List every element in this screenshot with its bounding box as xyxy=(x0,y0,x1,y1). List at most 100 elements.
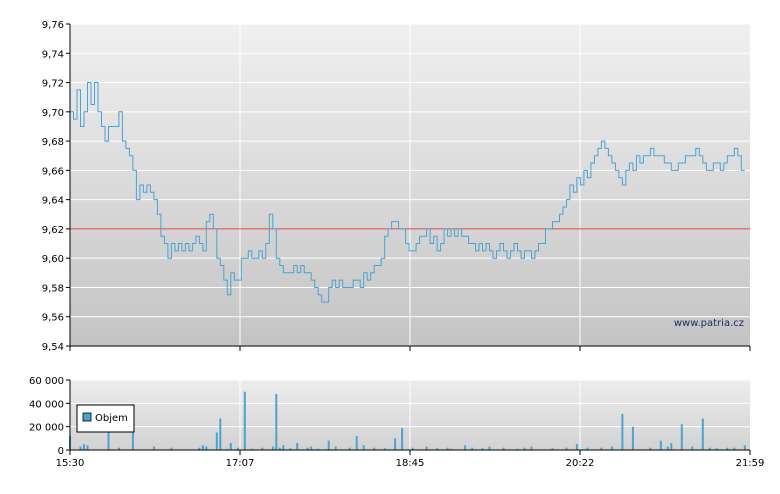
volume-bar xyxy=(275,394,278,450)
legend-swatch xyxy=(82,412,92,422)
volume-bar xyxy=(296,443,299,450)
price-y-tick-label: 9,72 xyxy=(42,79,64,90)
volume-y-tick-label: 60 000 xyxy=(29,376,64,387)
volume-bar xyxy=(201,445,204,450)
volume-bar xyxy=(680,424,683,450)
price-y-tick-label: 9,56 xyxy=(42,313,64,324)
volume-bar xyxy=(236,447,239,450)
volume-legend: Objem xyxy=(76,404,135,433)
volume-bar xyxy=(659,440,662,450)
price-y-tick-label: 9,58 xyxy=(42,283,64,294)
volume-bar xyxy=(516,448,519,450)
volume-bar xyxy=(621,413,624,450)
volume-bar xyxy=(726,447,729,450)
volume-bar xyxy=(348,447,351,450)
volume-bar xyxy=(83,444,85,450)
x-tick-label: 18:45 xyxy=(396,458,425,469)
legend-label: Objem xyxy=(95,413,128,424)
volume-bar xyxy=(261,447,264,450)
x-axis-labels: 15:30 17:07 18:45 20:22 21:59 xyxy=(56,450,765,469)
volume-bar xyxy=(464,445,467,450)
volume-bars xyxy=(69,391,746,451)
volume-bar xyxy=(586,447,589,450)
volume-y-tick-label: 0 xyxy=(58,446,64,457)
price-y-tick-label: 9,60 xyxy=(42,254,64,265)
volume-bar xyxy=(575,444,578,450)
volume-bar xyxy=(450,448,453,450)
volume-bar xyxy=(317,448,320,450)
price-line xyxy=(70,82,745,303)
volume-bar xyxy=(334,446,337,450)
volume-bar xyxy=(551,448,554,451)
volume-bar xyxy=(631,426,634,450)
volume-bar xyxy=(198,447,201,450)
volume-bar xyxy=(471,447,474,450)
volume-bar xyxy=(205,446,208,450)
volume-bar xyxy=(610,446,613,450)
volume-bar xyxy=(670,443,673,450)
price-x-ticks xyxy=(69,346,751,351)
volume-bar xyxy=(523,447,526,450)
volume-bar xyxy=(701,418,704,450)
volume-bar xyxy=(411,447,414,450)
volume-bar xyxy=(401,427,404,450)
x-tick-label: 17:07 xyxy=(226,458,255,469)
x-tick-label: 21:59 xyxy=(736,458,765,469)
volume-bar xyxy=(530,446,533,450)
volume-bar xyxy=(327,440,330,450)
volume-bar xyxy=(355,436,358,450)
volume-bar xyxy=(743,445,746,450)
volume-bar xyxy=(243,391,246,450)
volume-bar xyxy=(565,447,568,450)
price-y-tick-label: 9,70 xyxy=(42,108,64,119)
volume-bar xyxy=(733,447,736,450)
volume-y-tick-label: 20 000 xyxy=(29,423,64,434)
volume-bar xyxy=(107,432,110,450)
volume-bar xyxy=(289,448,292,451)
volume-bar xyxy=(215,432,218,450)
volume-bar xyxy=(170,447,173,450)
price-y-tick-label: 9,62 xyxy=(42,225,64,236)
volume-bar xyxy=(117,447,120,450)
volume-bar xyxy=(250,448,253,450)
volume-bar xyxy=(446,447,449,450)
volume-bar xyxy=(310,446,313,450)
volume-bar xyxy=(79,446,82,450)
volume-bar xyxy=(306,447,309,450)
volume-bar xyxy=(715,448,718,451)
volume-bar xyxy=(271,446,274,450)
volume-bar xyxy=(383,448,386,451)
volume-bar xyxy=(152,446,155,450)
price-y-axis: 9,76 9,74 9,72 9,70 9,68 9,66 9,64 9,62 9,60 9,58… xyxy=(42,20,70,353)
volume-bar xyxy=(229,443,232,450)
volume-y-tick-label: 40 000 xyxy=(29,399,64,410)
volume-bar xyxy=(649,447,652,450)
volume-bar xyxy=(502,447,505,450)
watermark: www.patria.cz xyxy=(674,318,744,329)
volume-bar xyxy=(86,445,89,450)
price-y-tick-label: 9,76 xyxy=(42,20,64,31)
volume-bar xyxy=(373,447,376,450)
price-y-tick-label: 9,74 xyxy=(42,49,64,60)
volume-bar xyxy=(488,446,491,450)
volume-bar xyxy=(219,418,222,450)
volume-bar xyxy=(600,447,603,450)
x-tick-label: 20:22 xyxy=(566,458,595,469)
volume-bar xyxy=(436,448,439,451)
volume-bar xyxy=(481,448,484,451)
price-y-tick-label: 9,68 xyxy=(42,137,64,148)
volume-bar xyxy=(278,447,281,450)
volume-bar xyxy=(362,445,365,450)
volume-bar xyxy=(708,447,711,450)
volume-bar xyxy=(691,446,694,450)
price-y-tick-label: 9,66 xyxy=(42,166,64,177)
x-tick-label: 15:30 xyxy=(56,458,85,469)
price-y-tick-label: 9,54 xyxy=(42,342,64,353)
volume-y-axis: 60 000 40 000 20 000 0 xyxy=(29,376,70,457)
volume-bar xyxy=(394,438,397,450)
price-y-tick-label: 9,64 xyxy=(42,196,64,207)
volume-bar xyxy=(666,446,669,450)
volume-bar xyxy=(282,445,285,450)
volume-bar xyxy=(425,446,428,450)
